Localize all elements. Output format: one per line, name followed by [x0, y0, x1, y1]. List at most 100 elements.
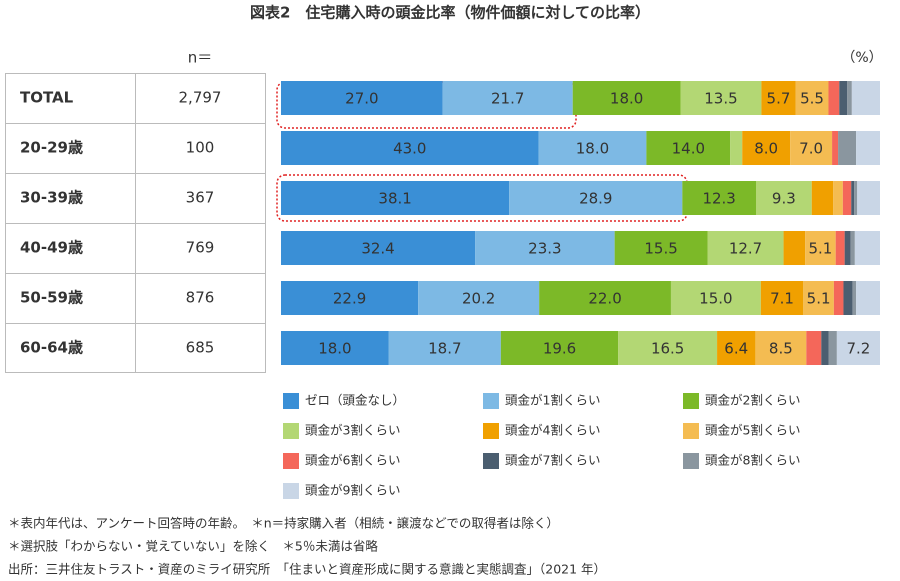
data-label: 5.1	[807, 290, 831, 308]
bar-segment	[833, 181, 843, 215]
data-label: 28.9	[579, 190, 612, 208]
data-label: 20.2	[462, 290, 495, 308]
bar-segment	[828, 331, 837, 365]
data-label: 14.0	[672, 140, 705, 158]
bar-segment	[805, 231, 836, 265]
legend-swatch	[483, 393, 499, 409]
bar-segment	[854, 231, 880, 265]
bar-segment	[836, 331, 880, 365]
data-label: 7.2	[847, 340, 871, 358]
legend-label: 頭金が8割くらい	[705, 453, 800, 468]
data-label: 7.1	[770, 290, 794, 308]
bar-segment	[795, 81, 829, 115]
data-label: 8.5	[769, 340, 793, 358]
category-label: 50-59歳	[20, 289, 83, 307]
bar-segment	[856, 131, 880, 165]
data-label: 15.5	[644, 240, 677, 258]
n-value: 367	[186, 189, 215, 207]
bar-segment	[281, 131, 539, 165]
legend-swatch	[483, 423, 499, 439]
bar-segment	[854, 181, 858, 215]
data-label: 18.7	[428, 340, 461, 358]
bar-segment	[418, 281, 540, 315]
bar-segment	[852, 281, 857, 315]
data-label: 22.0	[588, 290, 621, 308]
bar-segment	[646, 131, 731, 165]
category-label: 60-64歳	[20, 339, 83, 357]
legend-label: 頭金が7割くらい	[505, 453, 600, 468]
data-label: 19.6	[543, 340, 576, 358]
bar-segment	[509, 181, 683, 215]
n-value: 685	[186, 339, 215, 357]
category-label: 30-39歳	[20, 189, 83, 207]
data-label: 15.0	[699, 290, 732, 308]
legend-label: 頭金が4割くらい	[505, 423, 600, 438]
chart-title: 図表2 住宅購入時の頭金比率（物件価額に対しての比率）	[250, 4, 650, 22]
legend-label: 頭金が2割くらい	[705, 393, 800, 408]
bar-segment	[680, 81, 762, 115]
bar-segment	[475, 231, 615, 265]
bar-segment	[539, 281, 671, 315]
bar-segment	[833, 281, 844, 315]
bar-segment	[281, 281, 419, 315]
table-header: n＝	[188, 49, 213, 67]
bar-segment	[842, 181, 852, 215]
bar-segment	[682, 181, 757, 215]
bar-segment	[500, 331, 619, 365]
bar-segment	[281, 181, 510, 215]
unit-label: （%）	[841, 50, 882, 66]
data-label: 5.5	[800, 90, 824, 108]
bar-segment	[843, 281, 853, 315]
bar-segment	[838, 131, 857, 165]
bar-segment	[388, 331, 501, 365]
category-label: TOTAL	[20, 89, 74, 107]
data-label: 16.5	[651, 340, 684, 358]
bar-segment	[742, 131, 791, 165]
data-label: 18.0	[610, 90, 643, 108]
bar-segment	[761, 81, 796, 115]
legend-label: 頭金が6割くらい	[305, 453, 400, 468]
data-label: 18.0	[318, 340, 351, 358]
bar-segment	[730, 131, 743, 165]
n-value: 769	[186, 239, 215, 257]
data-label: 22.9	[333, 290, 366, 308]
data-label: 12.3	[702, 190, 735, 208]
bar-segment	[806, 331, 822, 365]
legend-swatch	[683, 423, 699, 439]
bar-segment	[760, 281, 804, 315]
data-label: 9.3	[772, 190, 796, 208]
n-value: 100	[186, 139, 215, 157]
data-label: 5.7	[767, 90, 791, 108]
bar-segment	[281, 231, 476, 265]
bar-segment	[851, 81, 880, 115]
bar-segment	[851, 181, 855, 215]
data-label: 5.1	[808, 240, 832, 258]
bar-segment	[832, 131, 839, 165]
bar-segment	[572, 81, 681, 115]
data-label: 23.3	[528, 240, 561, 258]
bar-segment	[538, 131, 647, 165]
data-label: 13.5	[704, 90, 737, 108]
legend-label: 頭金が5割くらい	[705, 423, 800, 438]
legend-label: 頭金が3割くらい	[305, 423, 400, 438]
note: ＊選択肢「わからない・覚えていない」を除く ＊5％未満は省略	[8, 539, 378, 554]
legend-label: 頭金が1割くらい	[505, 393, 600, 408]
bar-segment	[783, 231, 806, 265]
data-label: 43.0	[393, 140, 426, 158]
bar-segment	[844, 231, 851, 265]
data-label: 12.7	[729, 240, 762, 258]
legend-label: 頭金が9割くらい	[305, 483, 400, 498]
legend-swatch	[283, 393, 299, 409]
legend-swatch	[683, 453, 699, 469]
bar-segment	[281, 81, 443, 115]
data-label: 8.0	[754, 140, 778, 158]
bar-segment	[839, 81, 848, 115]
bar-segment	[281, 331, 389, 365]
category-label: 20-29歳	[20, 139, 83, 157]
bar-segment	[828, 81, 840, 115]
bar-segment	[756, 181, 812, 215]
data-label: 21.7	[491, 90, 524, 108]
bar-segment	[835, 231, 845, 265]
data-label: 7.0	[799, 140, 823, 158]
